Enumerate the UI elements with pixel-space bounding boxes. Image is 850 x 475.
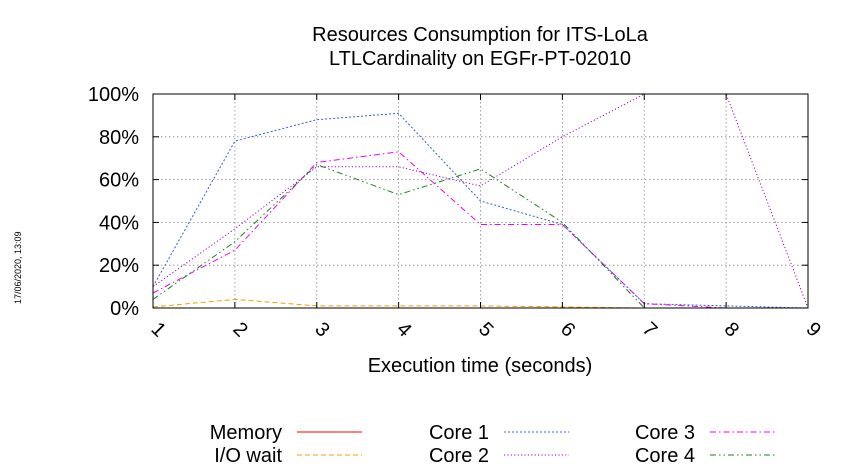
x-axis-label: Execution time (seconds) <box>368 355 593 377</box>
side-timestamp: 17/06/2020, 13:09 <box>13 231 23 304</box>
legend-label-core-1: Core 1 <box>429 422 489 444</box>
legend-label-core-4: Core 4 <box>635 445 695 467</box>
x-tick-label: 6 <box>556 318 579 341</box>
x-tick-label: 2 <box>228 318 251 341</box>
x-tick-label: 3 <box>310 318 333 341</box>
chart-title-line-2: LTLCardinality on EGFr-PT-02010 <box>329 48 631 70</box>
y-tick-labels: 0% 20% 40% 60% 80% 100% <box>88 84 808 320</box>
series-line-core-1 <box>152 112 809 309</box>
x-tick-labels: 1 2 3 4 5 6 7 8 9 <box>147 94 825 341</box>
x-tick-label: 7 <box>638 318 661 341</box>
y-tick-label: 100% <box>88 84 139 106</box>
x-tick-label: 1 <box>147 318 170 341</box>
x-tick-label: 4 <box>392 318 415 341</box>
legend-label-core-3: Core 3 <box>635 422 695 444</box>
legend-label-core-2: Core 2 <box>429 445 489 467</box>
y-tick-label: 0% <box>110 298 139 320</box>
legend-label-i-o-wait: I/O wait <box>214 445 282 467</box>
chart-title-line-1: Resources Consumption for ITS-LoLa <box>312 24 649 46</box>
y-tick-label: 40% <box>99 212 139 234</box>
y-tick-label: 60% <box>99 170 139 192</box>
x-tick-label: 9 <box>802 318 825 341</box>
x-tick-label: 5 <box>474 318 497 341</box>
grid-layer <box>153 94 808 308</box>
y-tick-label: 20% <box>99 255 139 277</box>
x-tick-label: 8 <box>720 318 743 341</box>
y-tick-label: 80% <box>99 127 139 149</box>
legend-label-memory: Memory <box>210 422 282 444</box>
